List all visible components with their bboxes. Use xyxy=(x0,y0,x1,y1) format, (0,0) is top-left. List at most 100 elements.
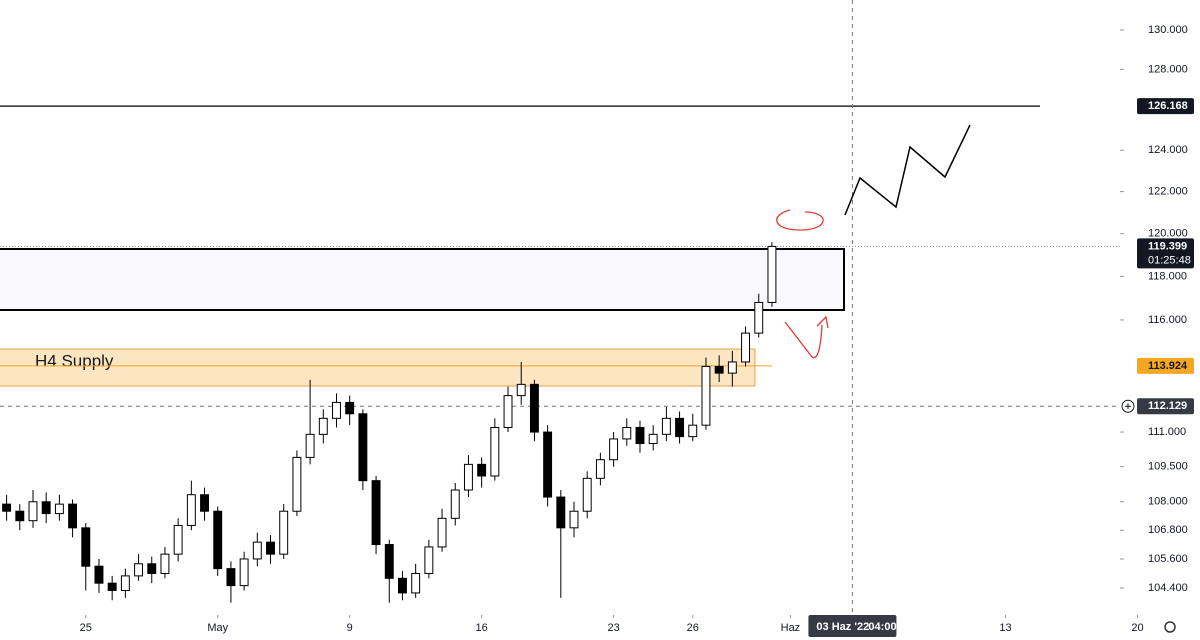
y-tick-label: 122.000 xyxy=(1148,186,1188,198)
red-arrow xyxy=(776,209,824,231)
projection-path xyxy=(844,124,971,216)
candle-body xyxy=(582,477,592,512)
candle-body xyxy=(2,503,12,512)
zone-price-label: 113.924 xyxy=(1148,360,1188,372)
line-price-label-bg xyxy=(1137,98,1194,115)
y-tick-label: 130.000 xyxy=(1148,24,1188,36)
candle-body xyxy=(41,501,51,515)
candle-body xyxy=(15,510,25,522)
candle-body xyxy=(252,541,262,560)
x-tick-label: Haz xyxy=(781,622,801,634)
add-alert-plus xyxy=(1125,403,1131,410)
candle-body xyxy=(279,510,289,555)
candle-body xyxy=(54,503,64,515)
candle-body xyxy=(675,417,685,438)
candle-body xyxy=(345,401,355,415)
last-price-label: 119.399 xyxy=(1148,240,1187,252)
candle-body xyxy=(318,417,328,435)
candle-body xyxy=(622,426,632,440)
candle-body xyxy=(688,424,698,438)
candle-body xyxy=(701,365,711,426)
candle-body xyxy=(661,417,671,435)
x-tick-label: 9 xyxy=(347,622,353,634)
x-tick-label: May xyxy=(207,622,228,634)
candle-body xyxy=(266,541,275,555)
candle-body xyxy=(239,558,249,587)
y-tick-label: 128.000 xyxy=(1148,63,1188,75)
candle-body xyxy=(371,480,381,546)
gear[interactable] xyxy=(1164,621,1176,633)
candle-body xyxy=(543,431,553,498)
sketches xyxy=(776,124,971,359)
candle-body xyxy=(305,433,315,458)
x-tick-label: 16 xyxy=(476,622,488,634)
x-tick-label: 25 xyxy=(80,622,92,634)
candle-body xyxy=(411,572,421,594)
plot xyxy=(0,0,1120,615)
candle-body xyxy=(332,401,341,419)
candle-body xyxy=(450,489,460,519)
candle-body xyxy=(28,501,38,522)
x-tick-label: 20 xyxy=(1131,622,1143,634)
candle-body xyxy=(424,546,434,574)
candle-body xyxy=(186,494,196,526)
candle-body xyxy=(767,245,777,303)
candle-body xyxy=(107,582,117,591)
x-tick-label: 26 xyxy=(687,622,699,634)
candle-body xyxy=(503,395,513,428)
candle-body xyxy=(556,496,566,529)
countdown-label: 01:25:48 xyxy=(1148,254,1191,266)
y-tick-label: 111.000 xyxy=(1148,426,1186,438)
candle-body xyxy=(81,527,91,567)
zone-box xyxy=(0,248,845,311)
crosshair-date-label: 03 Haz '22 xyxy=(816,621,869,633)
y-tick-label: 108.000 xyxy=(1148,496,1188,508)
x-tick-label: 13 xyxy=(999,622,1011,634)
candle-body xyxy=(120,575,130,591)
candle-body xyxy=(292,456,302,512)
candle-body xyxy=(754,301,764,334)
candle-body xyxy=(94,565,104,584)
candle-body xyxy=(213,510,223,570)
candle-body xyxy=(173,524,183,555)
settings-icon[interactable] xyxy=(1164,621,1176,633)
crosshair-time-label: 04:00 xyxy=(868,621,896,633)
candle-body xyxy=(609,438,619,461)
y-tick-label: 105.600 xyxy=(1148,553,1188,565)
candle-body xyxy=(635,426,645,445)
candle-body xyxy=(358,413,368,482)
red-arrow xyxy=(784,315,829,359)
supply-zone xyxy=(0,348,756,387)
candle-body xyxy=(569,510,579,529)
candle-body xyxy=(714,365,724,374)
candle-body xyxy=(741,332,751,363)
line-price-label: 126.168 xyxy=(1148,100,1188,112)
y-tick-label: 106.800 xyxy=(1148,524,1188,536)
x-tick-label: 23 xyxy=(607,622,619,634)
candle-body xyxy=(68,503,78,529)
candle-body xyxy=(727,361,737,374)
crosshair-price-label: 112.129 xyxy=(1148,400,1187,412)
candle-body xyxy=(384,544,394,579)
time-axis xyxy=(0,615,1200,640)
crosshair-price-label-bg xyxy=(1137,398,1194,415)
candle-body xyxy=(516,383,526,397)
y-tick-label: 116.000 xyxy=(1148,314,1187,326)
candle-body xyxy=(477,463,487,477)
candle-body xyxy=(160,553,170,574)
candle-body xyxy=(595,459,605,479)
candle-body xyxy=(648,433,658,445)
candle-body xyxy=(200,494,209,512)
candle-body xyxy=(437,517,447,548)
candle-body xyxy=(529,383,539,433)
y-tick-label: 124.000 xyxy=(1148,144,1188,156)
candle-body xyxy=(463,463,473,491)
candle-body xyxy=(134,563,144,577)
zone-label: H4 Supply xyxy=(35,351,114,370)
candle-body xyxy=(147,563,157,574)
candle-body xyxy=(226,568,236,587)
y-tick-label: 104.400 xyxy=(1148,582,1188,594)
